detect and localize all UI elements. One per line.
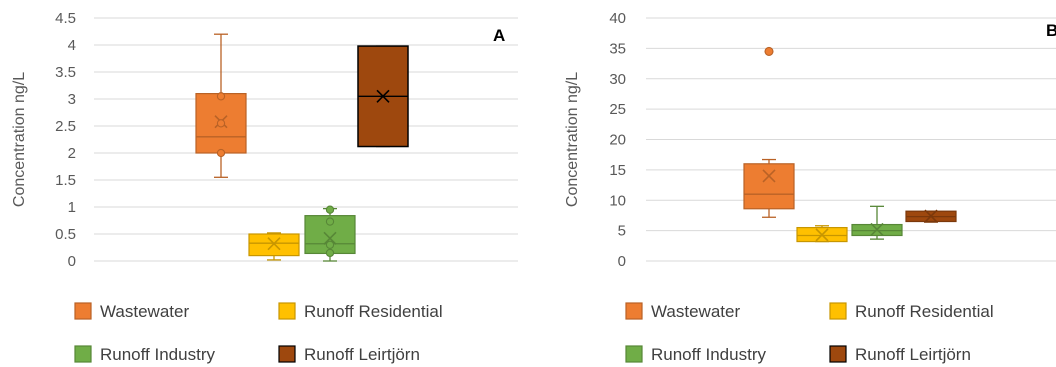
y-tick-label: 4: [68, 37, 76, 54]
panel-label: A: [493, 26, 505, 45]
legend-label: Runoff Industry: [651, 345, 766, 364]
y-tick-label: 3.5: [55, 64, 76, 81]
legend-label: Runoff Residential: [855, 302, 994, 321]
mean-marker: [267, 237, 281, 251]
box-body: [743, 163, 795, 210]
legend-swatch: [278, 302, 296, 320]
legend-swatch: [829, 345, 847, 363]
y-tick-label: 4.5: [55, 10, 76, 27]
mean-marker: [870, 222, 884, 236]
y-tick-label: 20: [609, 132, 626, 149]
panel-label: B: [1046, 21, 1056, 40]
legend-label: Runoff Residential: [304, 302, 443, 321]
y-tick-label: 25: [609, 101, 626, 118]
y-tick-label: 2.5: [55, 118, 76, 135]
mean-marker: [376, 89, 390, 103]
y-tick-label: 0: [618, 253, 626, 270]
box-runoff-leirtj-rn: [905, 209, 957, 223]
data-point: [325, 240, 335, 249]
mean-marker: [762, 169, 776, 183]
box-runoff-industry: [304, 205, 356, 262]
legend-label: Runoff Leirtjörn: [855, 345, 971, 364]
box-wastewater: [743, 46, 795, 218]
y-tick-label: 5: [618, 223, 626, 240]
legend-swatch: [74, 302, 92, 320]
legend-swatch: [829, 302, 847, 320]
legend-swatch: [278, 345, 296, 363]
box-runoff-residential: [248, 232, 300, 261]
legend-label: Runoff Leirtjörn: [304, 345, 420, 364]
y-tick-label: 1.5: [55, 172, 76, 189]
legend-label: Wastewater: [100, 302, 189, 321]
y-tick-label: 10: [609, 192, 626, 209]
data-point: [325, 205, 335, 214]
y-axis-label: Concentration ng/L: [564, 72, 581, 207]
y-tick-label: 0: [68, 253, 76, 270]
mean-marker: [924, 209, 938, 223]
chart-panel-A: 0 0.5 1 1.5 2 2.5 3 3.5 4 4.5 Concentration ng/L A W…: [11, 10, 518, 364]
legend-label: Wastewater: [651, 302, 740, 321]
y-tick-label: 30: [609, 71, 626, 88]
data-point: [216, 119, 226, 128]
mean-marker: [323, 231, 337, 245]
data-point: [325, 217, 335, 226]
box-runoff-industry: [851, 205, 903, 240]
y-tick-label: 1: [68, 199, 76, 216]
box-runoff-residential: [796, 225, 848, 243]
data-point: [216, 92, 226, 101]
y-axis-label: Concentration ng/L: [11, 72, 28, 207]
legend-swatch: [625, 302, 643, 320]
box-runoff-leirtj-rn: [357, 45, 409, 148]
y-tick-label: 2: [68, 145, 76, 162]
legend-label: Runoff Industry: [100, 345, 215, 364]
y-tick-label: 0.5: [55, 226, 76, 243]
mean-marker: [815, 228, 829, 242]
data-point: [325, 248, 335, 258]
chart-panel-B: 0 5 10 15 20 25 30 35 40 Concentration ng/L B Waste…: [564, 10, 1056, 364]
box-wastewater: [195, 33, 247, 178]
y-tick-label: 15: [609, 162, 626, 179]
y-tick-label: 35: [609, 40, 626, 57]
legend-swatch: [625, 345, 643, 363]
outlier-point: [764, 46, 774, 56]
data-point: [216, 148, 226, 158]
y-tick-label: 3: [68, 91, 76, 108]
legend-swatch: [74, 345, 92, 363]
y-tick-label: 40: [609, 10, 626, 27]
